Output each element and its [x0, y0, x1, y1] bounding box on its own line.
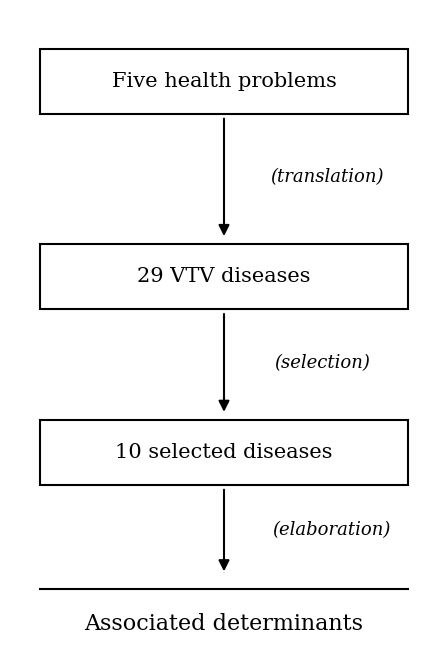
Text: Five health problems: Five health problems — [112, 72, 336, 91]
Text: (selection): (selection) — [275, 353, 370, 372]
Text: 29 VTV diseases: 29 VTV diseases — [137, 267, 311, 286]
Text: (translation): (translation) — [270, 168, 384, 186]
FancyBboxPatch shape — [40, 420, 408, 485]
Text: (elaboration): (elaboration) — [272, 521, 391, 540]
Text: 10 selected diseases: 10 selected diseases — [115, 443, 333, 462]
FancyBboxPatch shape — [40, 49, 408, 114]
Text: Associated determinants: Associated determinants — [85, 613, 363, 635]
FancyBboxPatch shape — [40, 244, 408, 309]
